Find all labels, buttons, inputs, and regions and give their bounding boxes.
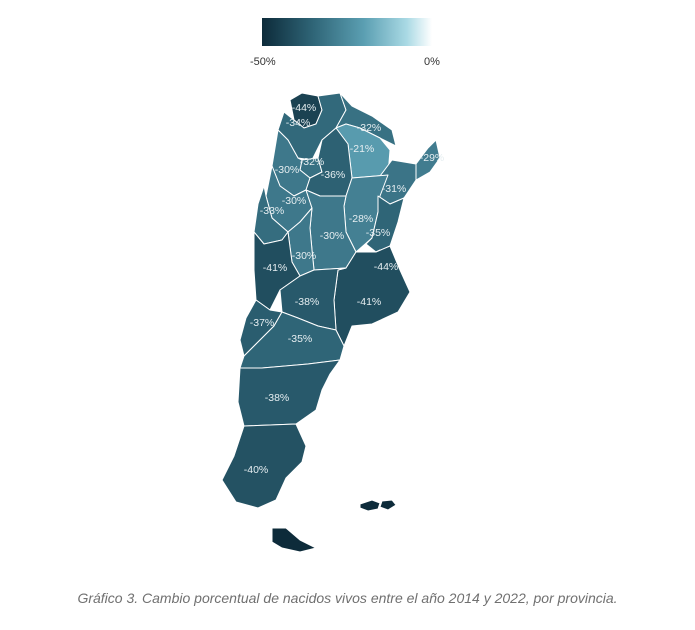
figure-caption: Gráfico 3. Cambio porcentual de nacidos … <box>77 590 618 606</box>
province-tierra-del-fuego <box>271 527 317 553</box>
province-label-misiones: -29% <box>420 152 445 164</box>
legend-max-label: 0% <box>424 56 440 68</box>
province-label-neuquen: -37% <box>250 317 275 329</box>
province-label-mendoza: -41% <box>263 262 288 274</box>
province-label-salta: -34% <box>286 117 311 129</box>
province-chubut <box>237 359 341 427</box>
province-label-cordoba: -30% <box>320 230 345 242</box>
province-santa-cruz <box>221 423 307 509</box>
province-label-la-rioja: -30% <box>282 195 307 207</box>
color-scale-legend <box>262 18 432 46</box>
province-label-buenos-aires: -41% <box>357 296 382 308</box>
province-label-jujuy: -44% <box>292 102 317 114</box>
province-label-santa-fe: -28% <box>349 213 374 225</box>
province-label-rio-negro: -35% <box>288 333 313 345</box>
province-label-la-pampa: -38% <box>295 296 320 308</box>
province-label-tucuman: -32% <box>300 156 325 168</box>
province-label-caba: -44% <box>374 261 399 273</box>
province-label-santiago-del-estero: -36% <box>321 169 346 181</box>
malvinas-islands <box>359 499 397 512</box>
province-label-santa-cruz: -40% <box>244 464 269 476</box>
province-label-entre-rios: -35% <box>366 227 391 239</box>
province-label-chubut: -38% <box>265 392 290 404</box>
province-label-san-luis: -30% <box>292 250 317 262</box>
province-label-san-juan: -33% <box>260 205 285 217</box>
argentina-choropleth-map: -44%-34% -32%-21%-29%-32%-30% -36%-31%-30%… <box>221 92 445 553</box>
province-label-formosa: -32% <box>357 122 382 134</box>
province-label-catamarca: -30% <box>275 164 300 176</box>
province-label-chaco: -21% <box>350 143 375 155</box>
legend-min-label: -50% <box>250 56 276 68</box>
province-label-corrientes: -31% <box>382 183 407 195</box>
